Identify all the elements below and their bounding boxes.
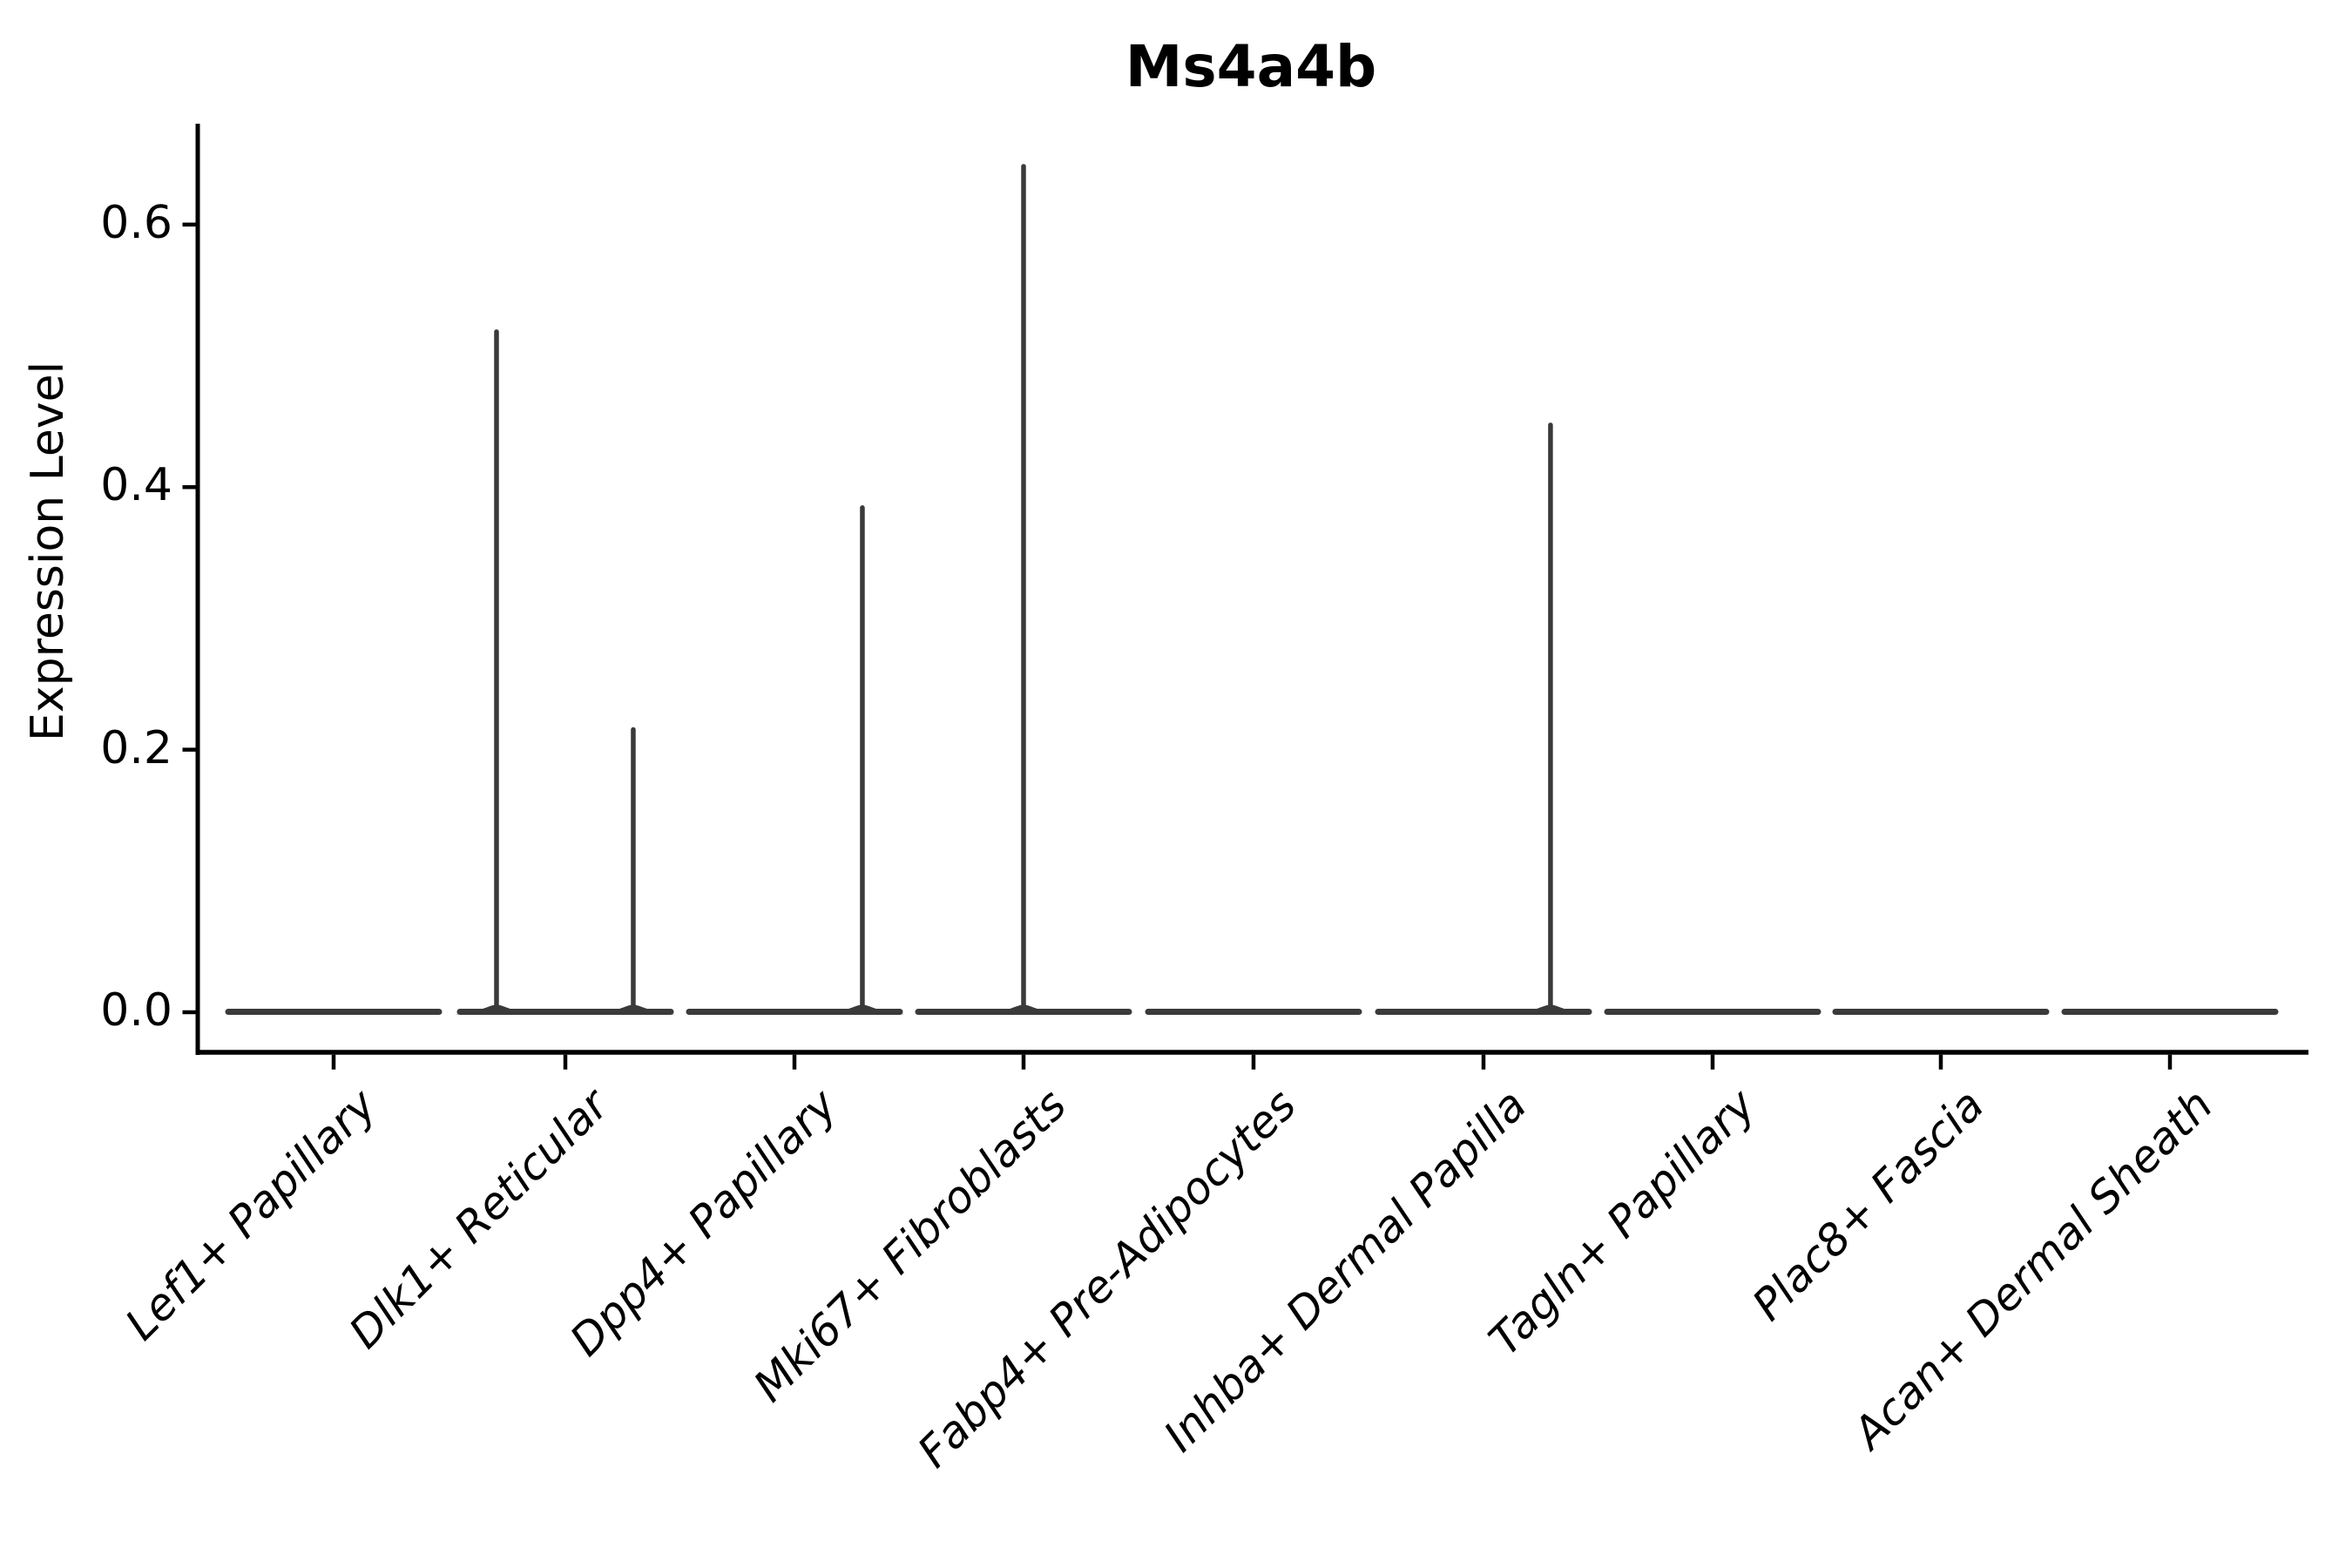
y-tick-label: 0.0 <box>100 984 172 1037</box>
y-tick-label: 0.4 <box>100 459 172 512</box>
plot-title: Ms4a4b <box>1125 33 1377 100</box>
y-tick-label: 0.2 <box>100 721 172 774</box>
y-tick-label: 0.6 <box>100 196 172 249</box>
